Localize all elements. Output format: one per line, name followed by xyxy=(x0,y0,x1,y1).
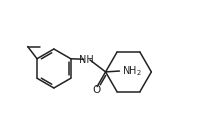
Text: NH: NH xyxy=(79,55,94,65)
Text: NH$_2$: NH$_2$ xyxy=(121,64,141,78)
Text: O: O xyxy=(92,85,100,95)
